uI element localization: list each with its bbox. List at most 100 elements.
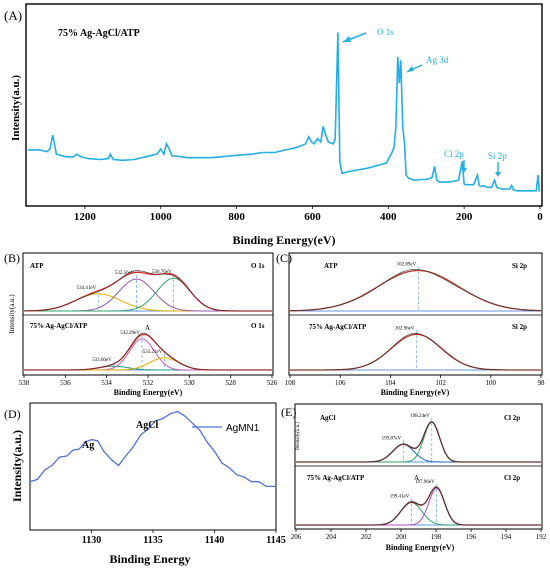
panel-c-peak-label: 102.96eV xyxy=(395,326,415,331)
panel-b-bottom-sample: 75% Ag-AgCl/ATP xyxy=(30,322,88,330)
panel-d-series-line xyxy=(29,410,276,488)
panel-e-frame xyxy=(294,403,543,530)
panel-e-bottom-annotation: A xyxy=(414,474,419,482)
panel-a-annotation-o1s: O 1s xyxy=(342,27,394,43)
panel-e-ticks: 206 204 202 200 198 196 194 192 xyxy=(291,529,547,541)
panel-b-top-sample: ATP xyxy=(30,262,44,270)
panel-c-raw xyxy=(289,269,541,312)
panel-e-xlabel: Binding Energy(eV) xyxy=(386,543,455,552)
panel-e-tick-label: 196 xyxy=(466,533,477,541)
panel-c-frame xyxy=(288,252,543,376)
panel-b-peak-label: 534.41eV xyxy=(77,286,97,291)
panel-e-raw xyxy=(296,421,541,463)
panel-a-annotation-cl2p-text: Cl 2p xyxy=(444,149,464,159)
panel-a-ticks: 1200 1000 800 600 400 200 0 xyxy=(74,206,543,223)
panel-d-ticks: 1130 1135 1140 1145 xyxy=(82,530,286,546)
panel-a-tick-label: 0 xyxy=(537,211,543,223)
panel-e-raw xyxy=(296,487,541,526)
panel-b-label: (B) xyxy=(4,251,20,265)
panel-d-legend: AgMN1 xyxy=(192,423,260,434)
panel-d: (D) Intensity(a.u.) Binding Energy 1130 1… xyxy=(4,402,286,566)
panel-b-peak-label: 532.56eV xyxy=(115,271,135,276)
panel-c-label: (C) xyxy=(276,251,292,265)
panel-b-xlabel: Binding Energy(eV) xyxy=(114,388,183,397)
panel-b-top-orbital: O 1s xyxy=(251,262,265,270)
panel-c-bottom-sample: 75% Ag-AgCl/ATP xyxy=(309,323,367,331)
panel-a-annotation-o1s-text: O 1s xyxy=(377,27,394,37)
panel-e-peak-label: 198.24eV xyxy=(410,414,430,419)
panel-a-sample-label: 75% Ag-AgCl/ATP xyxy=(58,28,140,39)
panel-d-annotation-agcl: AgCl xyxy=(136,420,158,431)
panel-e-ylabel: Intensity(a.u.) xyxy=(296,422,301,451)
panel-e-tick-label: 204 xyxy=(326,533,337,541)
panel-b-tick-label: 538 xyxy=(19,379,30,387)
panel-c-ticks: 108 106 104 102 100 98 xyxy=(285,375,545,387)
panel-c-envelope xyxy=(289,269,541,312)
panel-e-peak-label: 199.87eV xyxy=(382,436,402,441)
panel-d-tick-label: 1145 xyxy=(266,535,285,546)
panel-b-peak-label: 531.21eV xyxy=(143,350,163,355)
panel-e-tick-label: 200 xyxy=(396,533,407,541)
panel-a-annotation-si2p: Si 2p xyxy=(488,151,507,177)
panel-c-peak-label: 102.89eV xyxy=(397,263,417,268)
panel-b: (B) Intensity(a.u.) Binding Energy(eV) 5… xyxy=(4,251,278,397)
panel-b-plot: 534.41eV 532.56eV 530.76eV 533.66eV 532.29eV… xyxy=(24,270,272,371)
panel-b-bottom-orbital: O 1s xyxy=(251,322,265,330)
panel-a-annotation-ag3d-text: Ag 3d xyxy=(426,55,449,65)
panel-a-tick-label: 200 xyxy=(456,211,473,223)
panel-c-xlabel: Binding Energy(eV) xyxy=(381,388,450,397)
panel-e-peak-label: 199.41eV xyxy=(390,494,410,499)
panel-e-plot: 199.87eV 198.24eV 199.41eV 197.96eV xyxy=(296,414,541,526)
panel-b-ylabel: Intensity(a.u.) xyxy=(8,294,16,334)
panel-b-raw xyxy=(24,332,272,371)
panel-e-tick-label: 206 xyxy=(291,533,302,541)
panel-a-ylabel: Intensity(a.u.) xyxy=(10,75,22,141)
panel-a-annotation-ag3d: Ag 3d xyxy=(406,55,449,73)
panel-b-peak-label: 533.66eV xyxy=(92,358,112,363)
panel-a-frame xyxy=(25,3,543,207)
panel-d-annotation-ag: Ag xyxy=(82,440,94,451)
panel-b-envelope xyxy=(24,271,272,312)
panel-c-tick-label: 98 xyxy=(538,379,546,387)
panel-b-peak-3 xyxy=(24,357,272,371)
panel-e: (E) Intensity(a.u.) Binding Energy(eV) 2… xyxy=(281,403,547,552)
panel-b-tick-label: 526 xyxy=(267,379,278,387)
panel-a-label: (A) xyxy=(4,8,22,23)
panel-a: (A) 75% Ag-AgCl/ATP Intensity(a.u.) Bind… xyxy=(4,3,543,247)
panel-e-bottom-sample: 75% Ag-AgCl/ATP xyxy=(307,474,365,482)
panel-c-raw xyxy=(290,332,541,371)
panel-b-peak-label: 532.29eV xyxy=(120,331,140,336)
panel-d-legend-label: AgMN1 xyxy=(226,423,260,434)
panel-c-envelope xyxy=(290,333,541,371)
panel-c-plot: 102.89eV 102.96eV xyxy=(289,263,541,371)
panel-c-peak-1 xyxy=(290,333,541,371)
panel-d-label: (D) xyxy=(4,407,21,421)
panel-b-raw xyxy=(24,270,272,312)
panel-c-bottom-orbital: Si 2p xyxy=(512,323,527,331)
panel-b-peak-label: 530.76eV xyxy=(152,270,172,275)
panel-c-top-sample: ATP xyxy=(324,262,338,270)
panel-d-tick-label: 1130 xyxy=(82,535,101,546)
panel-a-annotation-cl2p: Cl 2p xyxy=(444,149,467,173)
panel-d-tick-label: 1135 xyxy=(143,535,162,546)
panel-b-tick-label: 536 xyxy=(60,379,71,387)
panel-c-peak-1 xyxy=(289,270,541,312)
panel-d-ylabel: Intensity(a.u.) xyxy=(10,430,24,502)
panel-e-label: (E) xyxy=(281,405,296,419)
panel-d-xlabel: Binding Energy xyxy=(109,552,190,566)
panel-a-tick-label: 800 xyxy=(228,211,245,223)
panel-e-bottom-orbital: Cl 2p xyxy=(504,474,520,482)
panel-c: (C) Binding Energy(eV) 108 106 104 102 100 98… xyxy=(276,251,545,397)
panel-b-peak-1 xyxy=(24,293,272,312)
panel-e-tick-label: 202 xyxy=(361,533,372,541)
panel-a-series-line xyxy=(28,32,540,192)
panel-a-tick-label: 1000 xyxy=(150,211,173,223)
panel-c-tick-label: 100 xyxy=(486,379,497,387)
panel-d-tick-label: 1140 xyxy=(205,535,224,546)
panel-b-tick-label: 530 xyxy=(184,379,195,387)
panel-a-tick-label: 600 xyxy=(304,211,321,223)
panel-c-tick-label: 102 xyxy=(435,379,446,387)
panel-c-tick-label: 108 xyxy=(285,379,296,387)
panel-a-annotation-si2p-text: Si 2p xyxy=(488,151,507,161)
